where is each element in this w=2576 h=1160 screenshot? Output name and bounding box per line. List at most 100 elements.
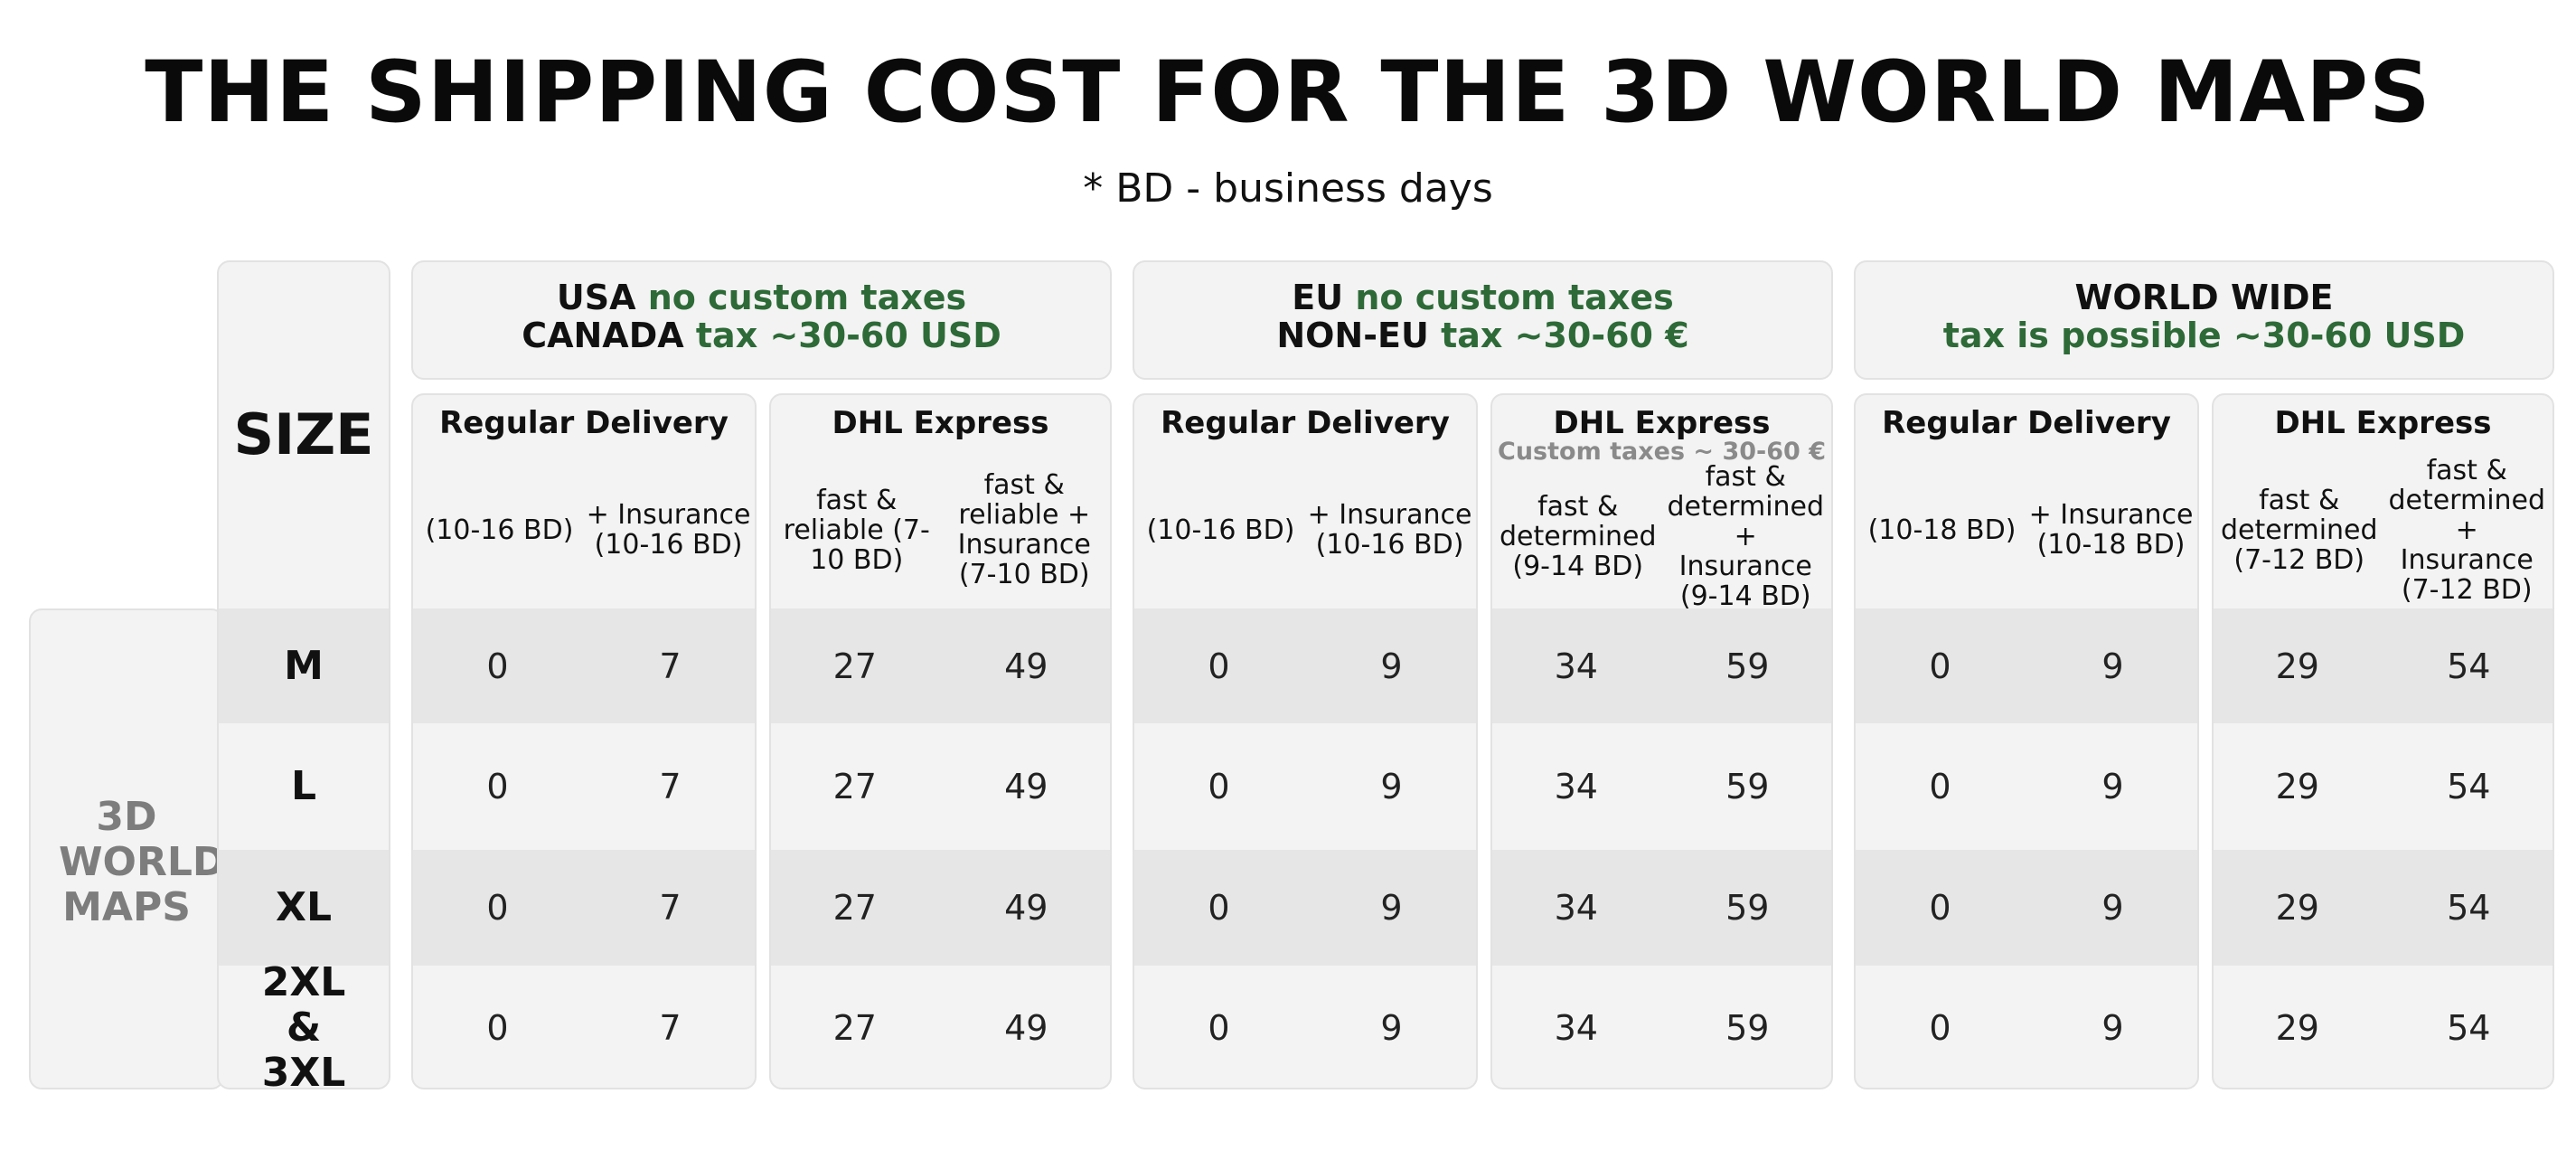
region-name: WORLD WIDE [2074, 278, 2334, 317]
row-stripe [1492, 850, 1831, 966]
region-header-1 [1133, 260, 1833, 380]
price-cell: 0 [1929, 767, 1951, 806]
region-line-2: NON-EU tax ~30-60 € [1133, 316, 1833, 354]
price-cell: 27 [832, 888, 877, 928]
row-stripe [1134, 608, 1476, 723]
express-title: DHL Express [1553, 405, 1771, 441]
price-cell: 0 [1208, 767, 1230, 806]
page-subtitle: * BD - business days [1083, 165, 1493, 212]
express-col-1-header: fast & reliable (7-10 BD) [783, 484, 930, 576]
express-note: Custom taxes ~ 30-60 € [1498, 438, 1826, 466]
express-panel [2212, 393, 2554, 1089]
price-cell: 7 [659, 888, 682, 928]
size-label-1: L [290, 763, 317, 809]
region-name: NON-EU [1276, 316, 1429, 355]
region-header-text: WORLD WIDE tax is possible ~30-60 USD [1854, 278, 2554, 362]
price-cell: 0 [486, 1007, 509, 1048]
row-stripe [1134, 850, 1476, 966]
price-cell: 7 [659, 1007, 682, 1048]
express-col-1-header: fast & determined (9-14 BD) [1499, 491, 1657, 582]
region-tax-note: tax ~30-60 € [1441, 316, 1689, 355]
express-col-2-header: fast & determined + Insurance (7-12 BD) [2388, 454, 2546, 606]
region-name: CANADA [522, 316, 684, 355]
express-panel [1490, 393, 1833, 1089]
price-cell: 34 [1554, 888, 1598, 928]
size-row-stripe [219, 850, 389, 966]
price-cell: 0 [1929, 1007, 1951, 1048]
price-cell: 29 [2275, 1007, 2319, 1048]
price-cell: 54 [2447, 1007, 2491, 1048]
price-cell: 0 [1929, 646, 1951, 686]
region-header-0 [411, 260, 1112, 380]
price-cell: 59 [1725, 1007, 1770, 1048]
size-header: SIZE [233, 401, 374, 467]
side-panel [29, 608, 224, 1089]
region-name: EU [1292, 278, 1344, 317]
price-cell: 49 [1004, 646, 1048, 686]
price-cell: 0 [1929, 888, 1951, 928]
side-label-text: 3D WORLD MAPS [59, 794, 226, 930]
size-label-0: M [284, 642, 324, 689]
price-cell: 0 [486, 646, 509, 686]
row-stripe [413, 608, 755, 723]
price-cell: 49 [1004, 888, 1048, 928]
price-cell: 7 [659, 767, 682, 806]
price-cell: 0 [486, 767, 509, 806]
price-cell: 27 [832, 646, 877, 686]
row-stripe [1492, 608, 1831, 723]
region-header-2 [1854, 260, 2554, 380]
express-col-1-header: fast & determined (7-12 BD) [2220, 484, 2378, 576]
region-line-1: USA no custom taxes [411, 278, 1112, 316]
size-label-3: 2XL & 3XL [261, 958, 346, 1096]
price-cell: 34 [1554, 1007, 1598, 1048]
price-cell: 0 [1208, 646, 1230, 686]
price-cell: 9 [2101, 646, 2124, 686]
region-header-text: EU no custom taxes NON-EU tax ~30-60 € [1133, 278, 1833, 362]
region-line-2: CANADA tax ~30-60 USD [411, 316, 1112, 354]
regular-col-1-header: (10-18 BD) [1867, 514, 2017, 546]
express-panel [769, 393, 1112, 1089]
region-line-1: EU no custom taxes [1133, 278, 1833, 316]
express-title: DHL Express [2274, 405, 2492, 441]
price-cell: 9 [2101, 1007, 2124, 1048]
regular-panel [1854, 393, 2199, 1089]
region-tax-note: no custom taxes [1355, 278, 1674, 317]
side-label: 3D WORLD MAPS [29, 608, 226, 1089]
region-header-text: USA no custom taxes CANADA tax ~30-60 USD [411, 278, 1112, 362]
price-cell: 29 [2275, 767, 2319, 806]
regular-panel [1133, 393, 1478, 1089]
price-cell: 9 [2101, 888, 2124, 928]
price-cell: 9 [1380, 888, 1403, 928]
row-stripe [2214, 608, 2552, 723]
price-cell: 29 [2275, 888, 2319, 928]
row-stripe [771, 850, 1110, 966]
price-cell: 29 [2275, 646, 2319, 686]
regular-col-2-header: + Insurance (10-16 BD) [586, 499, 751, 561]
size-label-2: XL [276, 884, 332, 930]
row-stripe [771, 608, 1110, 723]
regular-col-1-header: (10-16 BD) [425, 514, 574, 546]
price-cell: 59 [1725, 767, 1770, 806]
regular-col-2-header: + Insurance (10-18 BD) [2028, 499, 2194, 561]
row-stripe [2214, 850, 2552, 966]
price-cell: 34 [1554, 767, 1598, 806]
regular-title: Regular Delivery [439, 405, 729, 441]
price-cell: 49 [1004, 767, 1048, 806]
price-cell: 0 [1208, 1007, 1230, 1048]
price-cell: 34 [1554, 646, 1598, 686]
price-cell: 59 [1725, 646, 1770, 686]
regular-col-2-header: + Insurance (10-16 BD) [1307, 499, 1472, 561]
regular-panel [411, 393, 757, 1089]
row-stripe [413, 850, 755, 966]
region-tax-note: no custom taxes [647, 278, 967, 317]
size-row-stripe [219, 608, 389, 723]
regular-title: Regular Delivery [1161, 405, 1450, 441]
price-cell: 54 [2447, 888, 2491, 928]
price-cell: 0 [486, 888, 509, 928]
price-cell: 54 [2447, 767, 2491, 806]
price-cell: 59 [1725, 888, 1770, 928]
price-cell: 7 [659, 646, 682, 686]
price-cell: 27 [832, 1007, 877, 1048]
region-name: USA [556, 278, 636, 317]
row-stripe [1856, 850, 2197, 966]
